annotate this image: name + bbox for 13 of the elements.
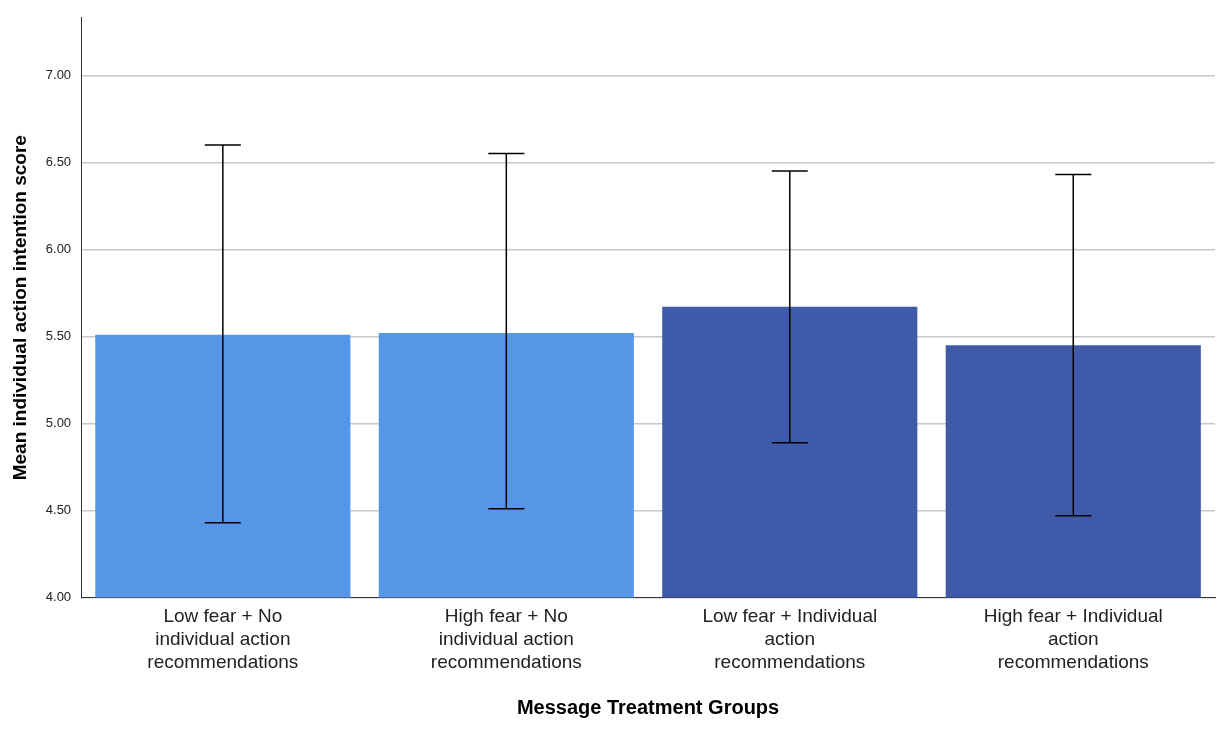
- y-tick-label: 4.50: [45, 502, 72, 518]
- x-tick-label: Low fear + Individual action recommendations: [702, 605, 878, 672]
- y-tick-label: 5.00: [45, 415, 72, 431]
- x-tick-label: Low fear + No individual action recommendations: [147, 605, 299, 672]
- y-tick-label: 6.00: [45, 240, 72, 256]
- y-tick-label: 6.50: [45, 153, 72, 169]
- y-tick-label: 7.00: [45, 66, 72, 82]
- y-tick-label: 4.00: [45, 589, 72, 605]
- x-tick-label: High fear + Individual action recommendations: [983, 605, 1163, 672]
- y-axis-title: Mean individual action intention score: [8, 135, 30, 481]
- x-tick-label: High fear + No individual action recommendations: [430, 605, 582, 672]
- x-axis-title: Message Treatment Groups: [516, 695, 780, 718]
- y-tick-label: 5.50: [45, 328, 72, 344]
